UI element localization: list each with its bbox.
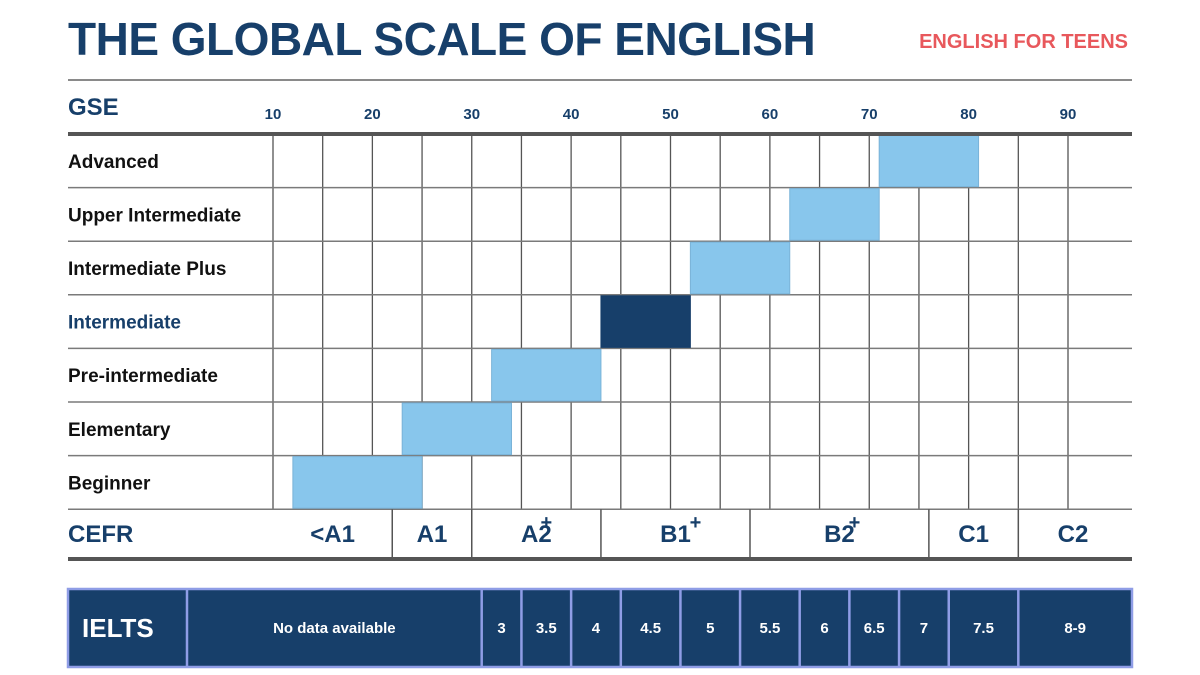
ielts-score-label: No data available	[273, 620, 396, 637]
cefr-level-label: B1	[660, 521, 691, 548]
gse-tick-label: 20	[364, 106, 381, 123]
gse-tick-label: 50	[662, 106, 679, 123]
gse-tick-label: 90	[1060, 106, 1077, 123]
level-bar	[491, 348, 602, 402]
gse-tick-label: 40	[563, 106, 580, 123]
level-label: Upper Intermediate	[68, 205, 241, 226]
page-subtitle: ENGLISH FOR TEENS	[919, 31, 1128, 53]
level-label: Elementary	[68, 420, 171, 441]
cefr-plus-mark: +	[849, 512, 861, 534]
gse-tick-label: 10	[265, 106, 282, 123]
page-title: THE GLOBAL SCALE OF ENGLISH	[68, 13, 816, 65]
level-label: Pre-intermediate	[68, 366, 218, 387]
cefr-axis-label: CEFR	[68, 521, 133, 548]
level-bar	[689, 241, 791, 295]
gse-tick-label: 60	[762, 106, 779, 123]
level-bar	[789, 188, 880, 241]
ielts-score-label: 8-9	[1064, 620, 1086, 637]
ielts-score-label: 5.5	[759, 620, 780, 637]
ielts-score-label: 4.5	[640, 620, 661, 637]
level-label: Beginner	[68, 473, 151, 494]
cefr-plus-mark: +	[690, 512, 702, 534]
ielts-score-label: 7	[920, 620, 928, 637]
cefr-level-label: <A1	[310, 521, 355, 548]
gse-tick-label: 30	[463, 106, 480, 123]
level-label: Advanced	[68, 152, 159, 173]
cefr-level-label: A1	[417, 521, 448, 548]
level-label: Intermediate	[68, 313, 181, 334]
level-bar	[600, 295, 691, 348]
cefr-level-label: A2	[521, 521, 552, 548]
ielts-score-label: 6.5	[864, 620, 885, 637]
cefr-level-label: C2	[1058, 521, 1089, 548]
ielts-score-label: 3	[497, 620, 505, 637]
ielts-band	[66, 587, 1134, 669]
ielts-score-label: 4	[592, 620, 601, 637]
ielts-score-label: 3.5	[536, 620, 557, 637]
level-label: Intermediate Plus	[68, 259, 226, 280]
gse-axis-label: GSE	[68, 94, 119, 121]
cefr-level-label: B2	[824, 521, 855, 548]
ielts-score-label: 5	[706, 620, 714, 637]
level-bar	[401, 402, 512, 456]
gse-tick-label: 80	[960, 106, 977, 123]
cefr-plus-mark: +	[541, 512, 553, 534]
ielts-score-label: 7.5	[973, 620, 994, 637]
cefr-level-label: C1	[958, 521, 989, 548]
gse-tick-label: 70	[861, 106, 878, 123]
ielts-label: IELTS	[82, 613, 154, 643]
ielts-score-label: 6	[820, 620, 828, 637]
level-bar	[878, 134, 980, 188]
level-bar	[292, 456, 423, 509]
